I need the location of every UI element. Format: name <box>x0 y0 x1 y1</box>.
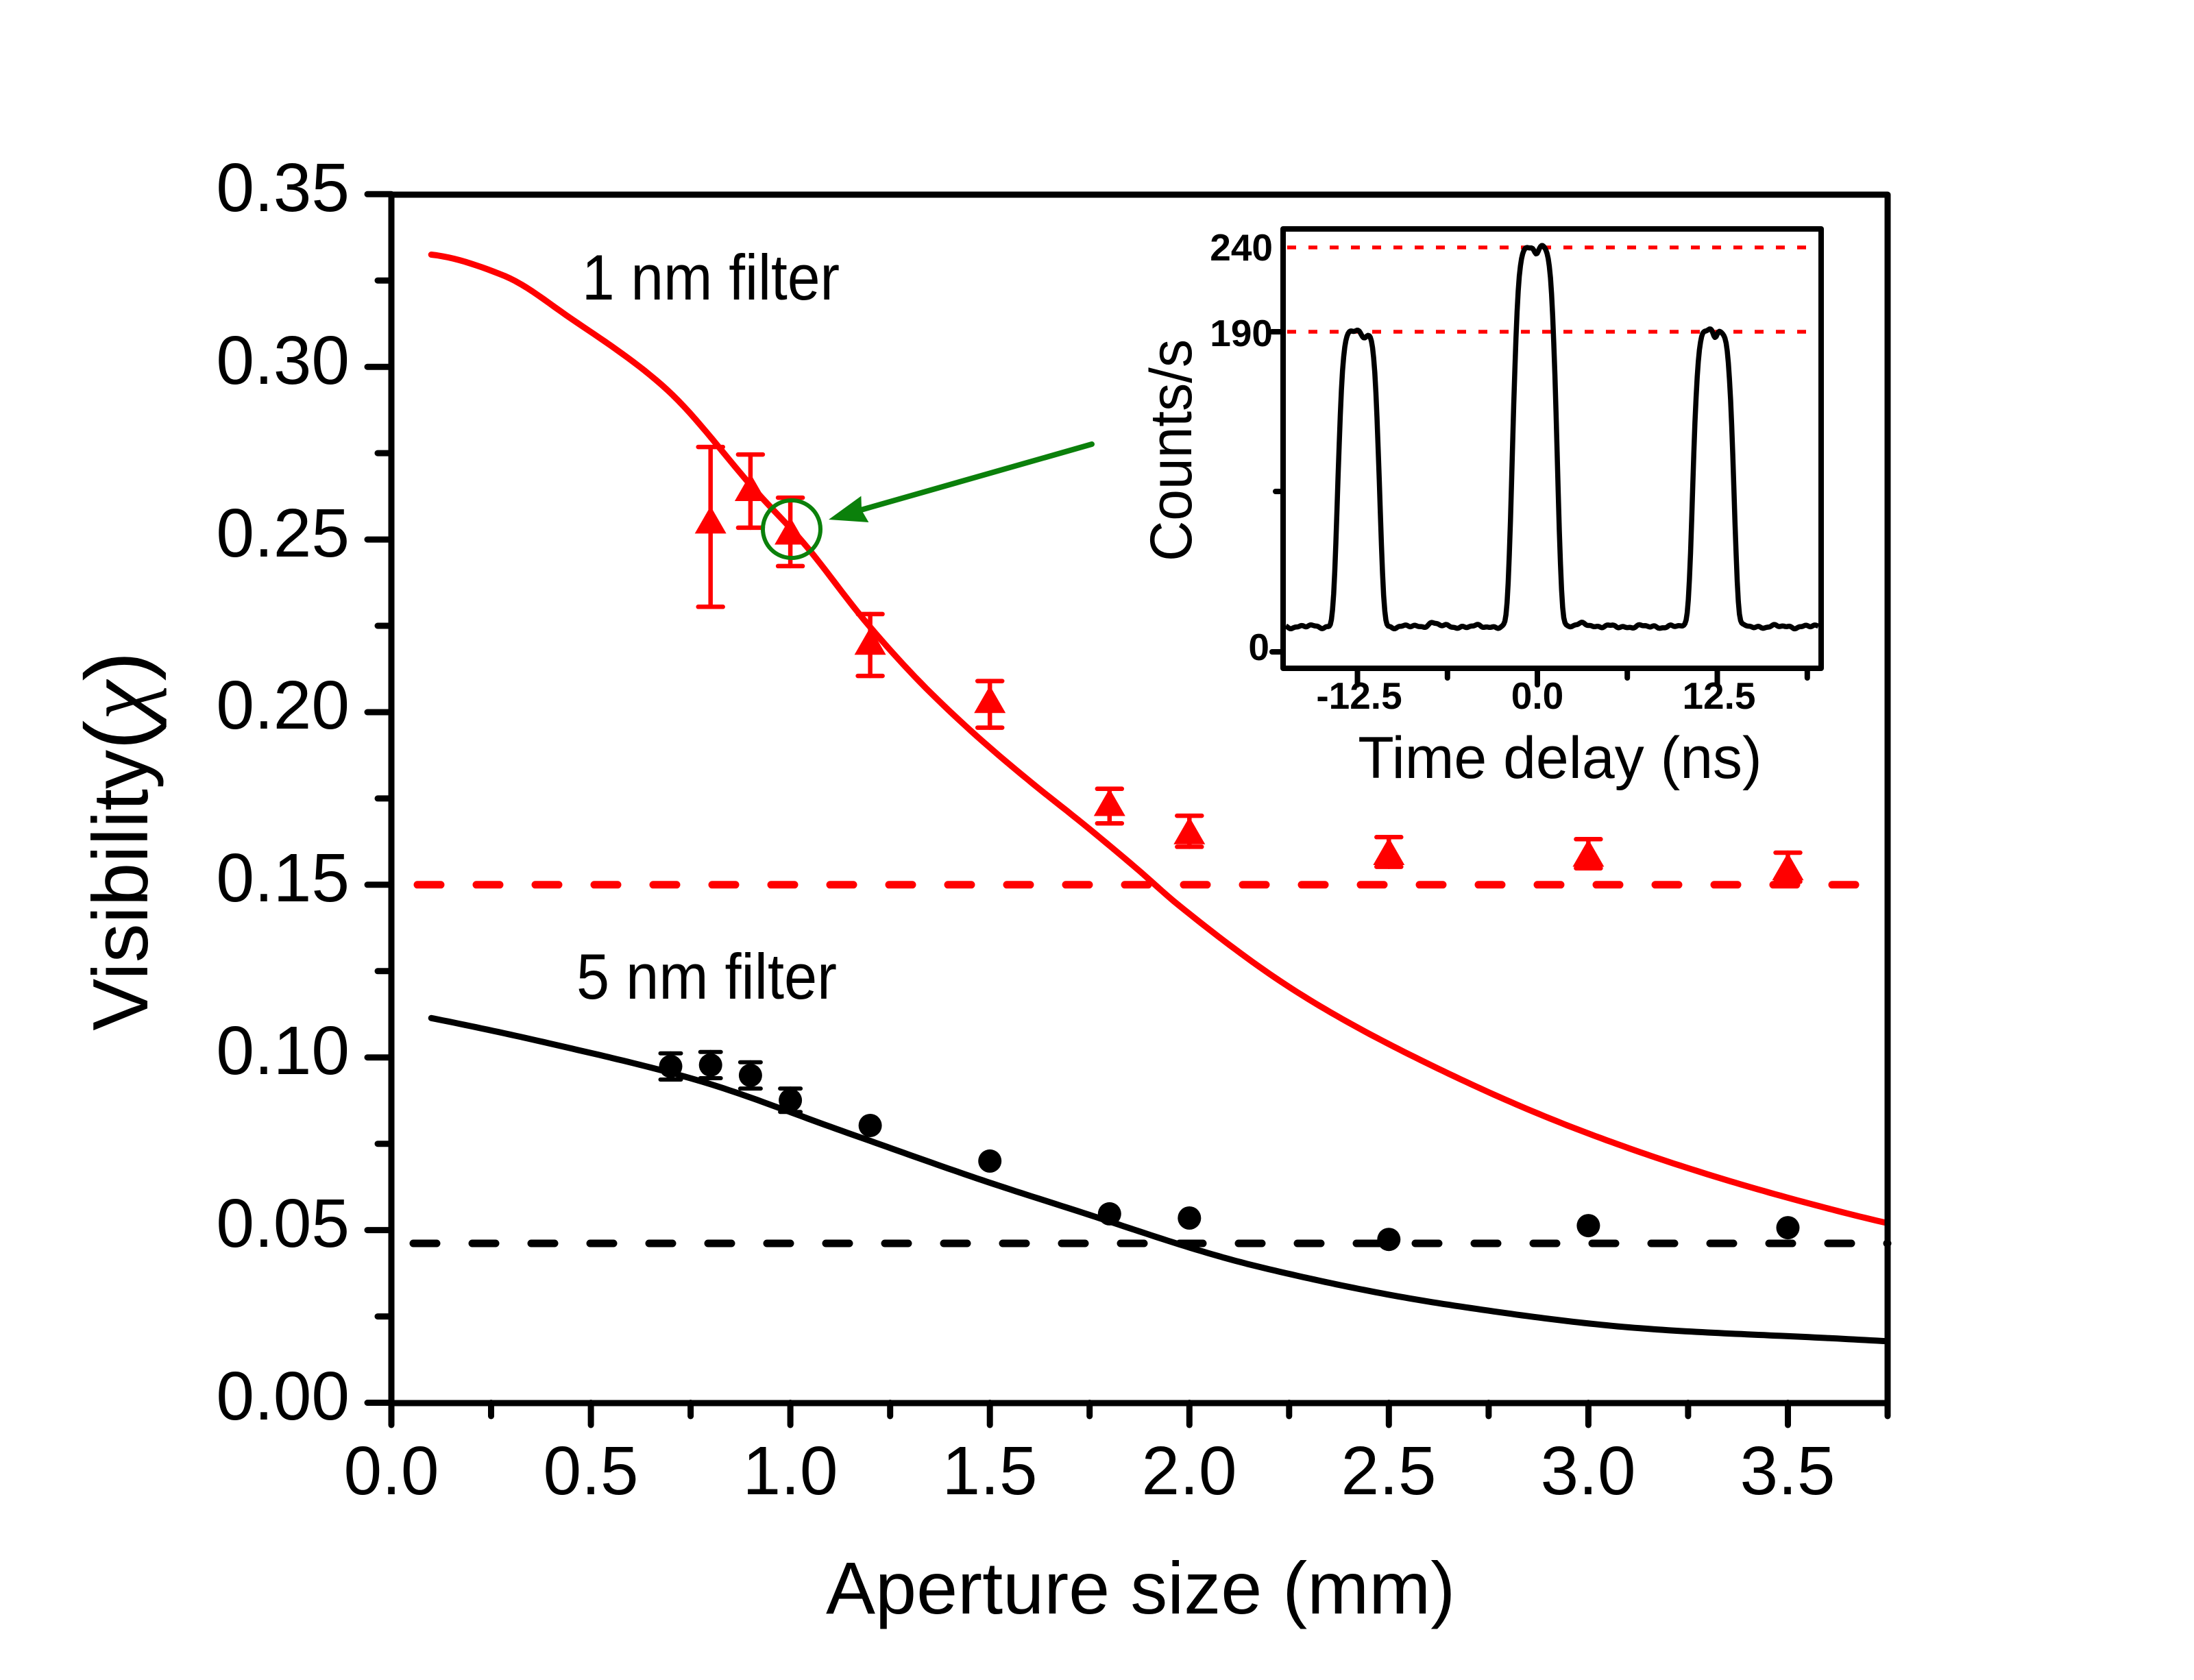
svg-text:0: 0 <box>1248 626 1269 668</box>
svg-text:0.20: 0.20 <box>216 667 350 744</box>
svg-text:240: 240 <box>1210 226 1273 269</box>
svg-text:5 nm filter: 5 nm filter <box>576 940 837 1012</box>
svg-text:1 nm filter: 1 nm filter <box>582 241 840 313</box>
svg-text:Counts/s: Counts/s <box>1138 339 1204 561</box>
svg-text:Aperture size (mm): Aperture size (mm) <box>826 1546 1455 1629</box>
svg-text:2.0: 2.0 <box>1141 1433 1236 1509</box>
svg-text:Visibility(χ): Visibility(χ) <box>66 651 167 1030</box>
svg-text:1.5: 1.5 <box>942 1433 1037 1509</box>
svg-text:1.0: 1.0 <box>742 1433 838 1509</box>
svg-text:190: 190 <box>1210 312 1273 354</box>
svg-text:3.5: 3.5 <box>1740 1433 1835 1509</box>
svg-text:0.5: 0.5 <box>543 1433 638 1509</box>
svg-text:0.30: 0.30 <box>216 322 350 399</box>
svg-text:-12.5: -12.5 <box>1316 674 1402 717</box>
svg-text:0.35: 0.35 <box>216 149 350 226</box>
svg-text:3.0: 3.0 <box>1540 1433 1635 1509</box>
svg-text:0.10: 0.10 <box>216 1012 350 1089</box>
svg-text:2.5: 2.5 <box>1341 1433 1436 1509</box>
svg-text:Time delay (ns): Time delay (ns) <box>1358 725 1762 791</box>
svg-text:0.00: 0.00 <box>216 1358 350 1435</box>
svg-text:0.25: 0.25 <box>216 495 350 572</box>
svg-text:0.05: 0.05 <box>216 1185 350 1262</box>
svg-text:0.0: 0.0 <box>343 1433 439 1509</box>
svg-text:12.5: 12.5 <box>1682 674 1755 717</box>
svg-text:0.0: 0.0 <box>1511 674 1563 717</box>
svg-text:0.15: 0.15 <box>216 840 350 916</box>
